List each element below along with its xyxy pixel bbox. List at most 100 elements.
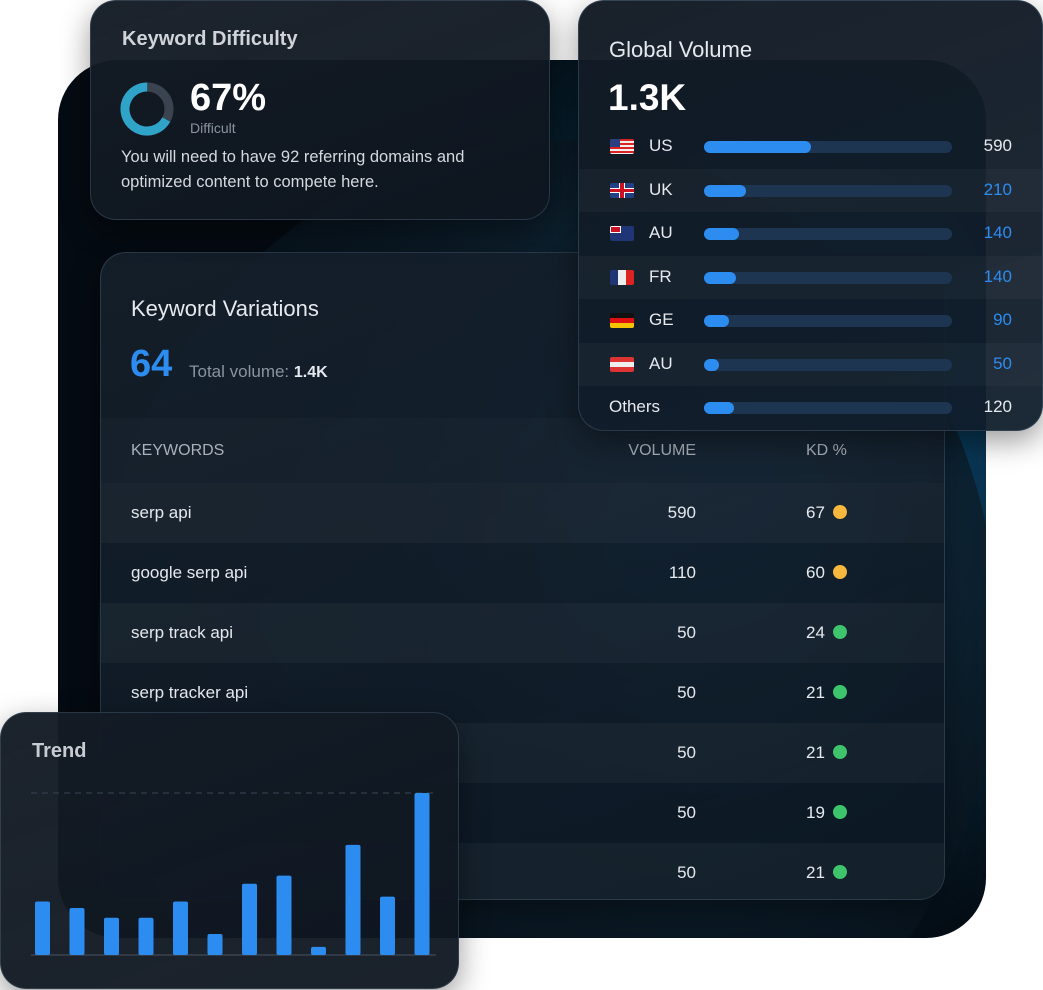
kd-cell: 24 xyxy=(806,623,847,643)
volume-cell: 50 xyxy=(677,803,696,822)
trend-bar xyxy=(276,875,292,955)
country-volume: 590 xyxy=(983,136,1012,155)
france-flag-icon xyxy=(610,269,634,285)
trend-bar xyxy=(173,901,188,955)
country-row[interactable]: GE 90 xyxy=(579,299,1042,342)
country-row[interactable]: Others 120 xyxy=(579,386,1042,429)
kd-value: 19 xyxy=(806,803,825,822)
trend-chart xyxy=(31,792,436,956)
table-row[interactable]: 50 21 xyxy=(101,723,944,783)
country-code: AU xyxy=(649,223,673,242)
volume-bar xyxy=(704,184,952,197)
total-volume-value: 1.4K xyxy=(293,364,328,381)
kd-status-dot-icon xyxy=(832,685,847,699)
kd-cell: 21 xyxy=(806,743,847,763)
keyword-cell: serp api xyxy=(131,503,192,522)
country-row[interactable]: UK 210 xyxy=(579,169,1042,212)
kd-value: 24 xyxy=(806,623,825,642)
germany-flag-icon xyxy=(610,313,634,328)
kd-cell: 21 xyxy=(806,683,847,703)
kd-value: 67 xyxy=(806,503,825,522)
us-flag-icon xyxy=(610,139,634,154)
country-volume: 140 xyxy=(983,223,1012,242)
volume-bar xyxy=(704,228,952,240)
total-volume-label: Total volume: xyxy=(189,362,290,381)
volume-cell: 50 xyxy=(677,863,696,882)
trend-title: Trend xyxy=(32,740,87,762)
country-volume: 50 xyxy=(993,353,1012,373)
keyword-cell: serp tracker api xyxy=(131,683,249,702)
table-row[interactable]: serp api 590 67 xyxy=(101,483,944,543)
country-row[interactable]: US 590 xyxy=(579,125,1042,168)
kd-value: 21 xyxy=(806,863,825,882)
country-code: GE xyxy=(649,310,674,329)
australia-flag-icon xyxy=(610,226,634,241)
volume-bar xyxy=(704,315,952,327)
volume-cell: 50 xyxy=(677,743,696,762)
country-code: UK xyxy=(649,179,673,199)
trend-bar xyxy=(138,917,154,955)
column-kd[interactable]: KD % xyxy=(806,441,847,459)
kd-value: 21 xyxy=(806,743,825,762)
difficulty-description: You will need to have 92 referring domai… xyxy=(121,148,465,191)
global-volume-title: Global Volume xyxy=(609,37,753,62)
kd-status-dot-icon xyxy=(832,565,847,579)
keyword-difficulty-title: Keyword Difficulty xyxy=(122,28,298,50)
country-code: US xyxy=(649,136,673,155)
table-row[interactable]: 50 21 xyxy=(101,843,944,899)
country-volume: 140 xyxy=(983,266,1012,286)
kd-status-dot-icon xyxy=(832,865,847,879)
kd-value: 60 xyxy=(806,563,825,582)
kd-cell: 19 xyxy=(806,803,847,823)
keyword-cell: serp track api xyxy=(131,623,234,642)
volume-cell: 110 xyxy=(668,563,696,582)
trend-card: Trend xyxy=(0,712,459,989)
trend-bar xyxy=(35,901,50,955)
column-keywords[interactable]: KEYWORDS xyxy=(131,441,225,459)
global-volume-card: Global Volume 1.3K US 590 UK 210 AU 140 FR … xyxy=(578,0,1043,431)
trend-bar xyxy=(207,933,223,955)
column-volume[interactable]: VOLUME xyxy=(628,441,696,459)
trend-bar xyxy=(345,844,361,955)
volume-bar xyxy=(704,271,952,284)
kd-status-dot-icon xyxy=(832,745,847,759)
country-code: Others xyxy=(609,397,661,416)
uk-flag-icon xyxy=(610,182,634,198)
trend-bar xyxy=(311,946,326,955)
table-row[interactable]: serp track api 50 24 xyxy=(101,603,944,663)
kd-status-dot-icon xyxy=(832,505,847,519)
global-volume-total: 1.3K xyxy=(608,77,687,118)
volume-cell: 590 xyxy=(667,503,696,522)
trend-bar xyxy=(242,883,257,955)
volume-bar xyxy=(704,402,952,414)
kd-status-dot-icon xyxy=(832,805,847,819)
country-volume: 90 xyxy=(993,310,1012,329)
volume-cell: 50 xyxy=(677,683,696,702)
country-row[interactable]: AU 140 xyxy=(579,212,1042,255)
country-volume: 210 xyxy=(983,179,1012,199)
keyword-difficulty-card: Keyword Difficulty 67% Difficult You wil… xyxy=(90,0,550,220)
country-volume: 120 xyxy=(983,397,1012,416)
kd-cell: 67 xyxy=(806,503,847,523)
difficulty-label: Difficult xyxy=(190,120,236,136)
country-row[interactable]: FR 140 xyxy=(579,256,1042,299)
kd-value: 21 xyxy=(806,683,825,702)
country-row[interactable]: AU 50 xyxy=(579,343,1042,386)
country-code: AU xyxy=(649,353,673,373)
volume-bar xyxy=(704,358,952,371)
kd-cell: 60 xyxy=(806,563,847,583)
table-row[interactable]: 50 19 xyxy=(101,783,944,843)
total-volume: Total volume: 1.4K xyxy=(189,362,328,382)
variations-count: 64 xyxy=(130,343,173,385)
difficulty-percent: 67% xyxy=(190,77,267,119)
austria-flag-icon xyxy=(610,356,634,372)
table-row[interactable]: serp tracker api 50 21 xyxy=(101,663,944,723)
trend-bar xyxy=(414,793,430,955)
table-header: KEYWORDS VOLUME KD % xyxy=(101,418,944,483)
keyword-cell: google serp api xyxy=(131,563,248,582)
kd-status-dot-icon xyxy=(832,625,847,639)
trend-bar xyxy=(380,896,395,955)
kd-cell: 21 xyxy=(806,863,847,883)
table-row[interactable]: google serp api 110 60 xyxy=(101,543,944,603)
volume-bar xyxy=(704,141,952,153)
